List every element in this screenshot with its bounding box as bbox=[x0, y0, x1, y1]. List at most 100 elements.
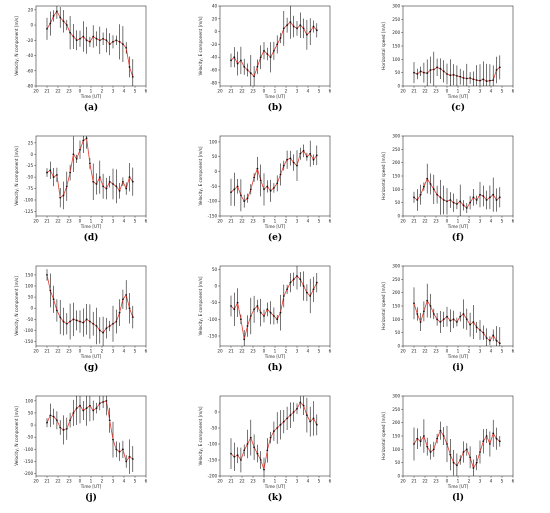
data-point bbox=[243, 338, 246, 341]
x-tick-label: 20 bbox=[400, 349, 406, 354]
data-point bbox=[429, 183, 432, 185]
data-point bbox=[253, 75, 255, 78]
data-point bbox=[112, 322, 114, 325]
data-point bbox=[449, 453, 452, 456]
data-point bbox=[273, 315, 275, 317]
data-point bbox=[269, 436, 272, 439]
data-point bbox=[59, 196, 62, 199]
data-point bbox=[125, 460, 128, 463]
x-tick-label: 1 bbox=[457, 349, 460, 354]
data-point bbox=[309, 420, 312, 423]
data-point bbox=[89, 404, 91, 407]
data-point bbox=[302, 149, 305, 152]
data-point bbox=[125, 293, 128, 296]
data-point bbox=[246, 325, 249, 327]
data-point bbox=[469, 323, 471, 326]
x-tick-label: 22 bbox=[55, 89, 61, 94]
y-tick-label: 0 bbox=[398, 344, 401, 349]
y-tick-label: 50 bbox=[395, 200, 401, 205]
x-tick-label: 2 bbox=[285, 89, 288, 94]
data-point bbox=[456, 464, 458, 467]
x-tick-label: 1 bbox=[274, 89, 277, 94]
x-tick-label: 21 bbox=[411, 349, 417, 354]
y-tick-label: 100 bbox=[25, 398, 33, 403]
x-axis-label: Time [UT] bbox=[447, 224, 469, 229]
x-tick-label: 2 bbox=[468, 479, 471, 484]
data-point bbox=[413, 196, 415, 199]
x-tick-label: 6 bbox=[329, 219, 332, 224]
y-tick-label: 0 bbox=[31, 423, 34, 428]
x-tick-label: 4 bbox=[307, 219, 310, 224]
data-point bbox=[122, 448, 124, 451]
y-axis-label: Horizontal speed [m/s] bbox=[381, 152, 386, 200]
data-point bbox=[315, 281, 318, 284]
data-point bbox=[299, 278, 302, 281]
data-point bbox=[315, 29, 318, 32]
x-tick-label: 2 bbox=[468, 349, 471, 354]
x-axis-label: Time [UT] bbox=[447, 484, 469, 489]
y-tick-label: -150 bbox=[208, 334, 218, 339]
data-point bbox=[299, 152, 302, 155]
y-tick-label: -50 bbox=[210, 184, 217, 189]
data-point bbox=[92, 409, 95, 412]
data-point bbox=[122, 180, 124, 183]
data-point bbox=[56, 419, 58, 422]
x-tick-label: 22 bbox=[239, 479, 245, 484]
data-point bbox=[79, 148, 81, 151]
x-tick-label: 0 bbox=[446, 89, 449, 94]
series-line bbox=[230, 150, 318, 202]
x-tick-label: 0 bbox=[263, 89, 266, 94]
y-tick-label: 300 bbox=[392, 394, 400, 399]
data-point bbox=[52, 298, 55, 301]
data-point bbox=[95, 407, 98, 410]
y-tick-label: 20 bbox=[212, 16, 218, 21]
data-point bbox=[102, 185, 104, 188]
data-point bbox=[423, 435, 425, 437]
x-tick-label: 0 bbox=[263, 219, 266, 224]
data-point bbox=[446, 200, 448, 203]
y-tick-label: 250 bbox=[392, 407, 400, 412]
data-point bbox=[469, 456, 471, 459]
x-tick-label: 1 bbox=[457, 89, 460, 94]
y-tick-label: -40 bbox=[26, 53, 33, 58]
data-point bbox=[240, 459, 242, 461]
data-point bbox=[279, 37, 282, 39]
data-point bbox=[479, 451, 481, 453]
y-tick-label: 300 bbox=[392, 264, 400, 269]
y-tick-label: -75 bbox=[26, 186, 33, 191]
x-tick-label: 21 bbox=[44, 479, 50, 484]
x-tick-label: 6 bbox=[329, 479, 332, 484]
data-point bbox=[249, 188, 252, 191]
data-point bbox=[82, 35, 85, 38]
y-tick-label: 0 bbox=[398, 214, 401, 219]
data-point bbox=[465, 318, 468, 321]
data-point bbox=[309, 30, 312, 33]
data-point bbox=[286, 417, 288, 420]
x-tick-label: 0 bbox=[263, 349, 266, 354]
data-point bbox=[306, 414, 308, 417]
data-point bbox=[432, 188, 435, 191]
x-tick-label: 3 bbox=[112, 89, 115, 94]
data-point bbox=[82, 321, 85, 324]
data-point bbox=[489, 79, 491, 82]
data-point bbox=[495, 199, 498, 201]
data-point bbox=[72, 153, 75, 156]
x-tick-label: 21 bbox=[411, 219, 417, 224]
y-tick-label: 50 bbox=[28, 410, 34, 415]
x-tick-label: 23 bbox=[433, 479, 439, 484]
x-tick-label: 6 bbox=[145, 219, 148, 224]
data-point bbox=[459, 75, 462, 78]
x-tick-label: 5 bbox=[318, 219, 321, 224]
data-point bbox=[276, 43, 279, 46]
data-point bbox=[125, 187, 128, 190]
x-tick-label: 23 bbox=[433, 89, 439, 94]
plot-frame bbox=[219, 135, 331, 217]
y-tick-label: -40 bbox=[210, 55, 217, 60]
x-tick-label: 22 bbox=[422, 479, 428, 484]
data-point bbox=[439, 67, 442, 70]
data-point bbox=[62, 194, 65, 197]
x-axis-label: Time [UT] bbox=[264, 484, 286, 489]
data-point bbox=[62, 429, 65, 431]
